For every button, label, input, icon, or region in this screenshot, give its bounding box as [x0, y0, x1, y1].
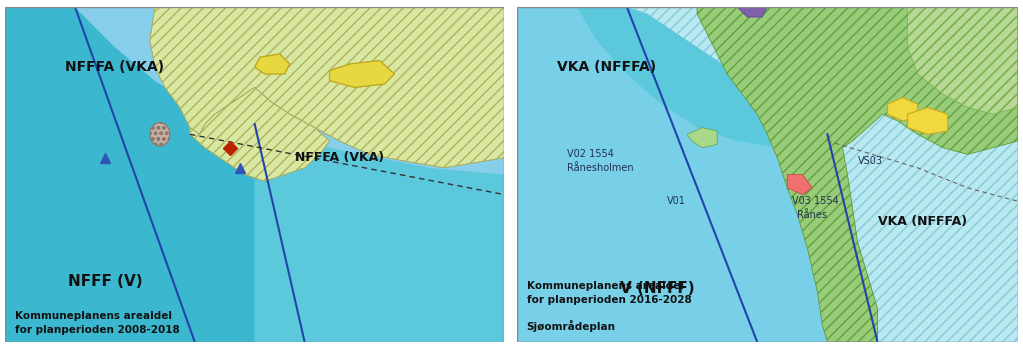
Text: V01: V01	[667, 196, 685, 206]
Polygon shape	[329, 61, 395, 87]
Polygon shape	[907, 107, 947, 134]
Polygon shape	[888, 97, 918, 121]
Text: NFFF (V): NFFF (V)	[68, 274, 142, 289]
Text: Rånesholmen: Rånesholmen	[567, 163, 633, 173]
Text: V03 1554: V03 1554	[792, 196, 839, 206]
Text: Rånes: Rånes	[797, 210, 828, 220]
Text: Sjøområdeplan: Sjøområdeplan	[527, 320, 616, 332]
Text: VKA (NFFFA): VKA (NFFFA)	[557, 60, 656, 74]
Text: V (NFFF): V (NFFF)	[620, 281, 695, 296]
Polygon shape	[687, 128, 717, 148]
Polygon shape	[75, 7, 504, 174]
Polygon shape	[697, 7, 1018, 342]
Text: V02 1554: V02 1554	[567, 149, 614, 159]
Polygon shape	[255, 54, 290, 74]
Text: NFFFA (VKA): NFFFA (VKA)	[295, 151, 384, 164]
Polygon shape	[517, 7, 1018, 342]
Ellipse shape	[150, 122, 170, 146]
Text: NFFFA (VKA): NFFFA (VKA)	[65, 60, 164, 74]
Polygon shape	[190, 87, 329, 181]
Text: VKA (NFFFA): VKA (NFFFA)	[878, 215, 967, 228]
Text: Kommuneplanens arealdel
for planperioden 2016-2028: Kommuneplanens arealdel for planperioden…	[527, 281, 692, 305]
Polygon shape	[5, 7, 504, 342]
Polygon shape	[907, 7, 1018, 114]
Polygon shape	[738, 7, 767, 17]
Polygon shape	[788, 174, 812, 195]
Text: Kommuneplanens arealdel
for planperioden 2008-2018: Kommuneplanens arealdel for planperioden…	[15, 311, 180, 335]
Polygon shape	[5, 7, 255, 342]
Polygon shape	[828, 134, 878, 342]
Polygon shape	[255, 124, 504, 342]
Polygon shape	[517, 7, 828, 342]
Polygon shape	[150, 7, 504, 168]
Text: VS03: VS03	[857, 156, 883, 166]
Polygon shape	[577, 7, 828, 148]
